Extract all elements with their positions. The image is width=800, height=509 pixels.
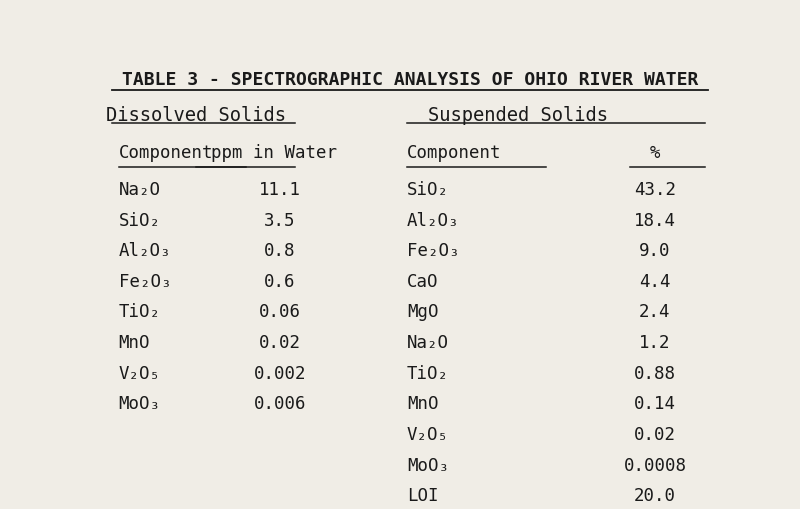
Text: Dissolved Solids: Dissolved Solids	[106, 106, 286, 125]
Text: TABLE 3 - SPECTROGRAPHIC ANALYSIS OF OHIO RIVER WATER: TABLE 3 - SPECTROGRAPHIC ANALYSIS OF OHI…	[122, 71, 698, 89]
Text: 0.006: 0.006	[254, 394, 306, 413]
Text: 3.5: 3.5	[264, 211, 295, 229]
Text: V₂O₅: V₂O₅	[118, 364, 161, 382]
Text: 9.0: 9.0	[639, 242, 670, 260]
Text: 0.06: 0.06	[258, 303, 301, 321]
Text: 0.002: 0.002	[254, 364, 306, 382]
Text: 0.02: 0.02	[258, 333, 301, 351]
Text: Component: Component	[118, 144, 213, 161]
Text: 18.4: 18.4	[634, 211, 676, 229]
Text: 0.6: 0.6	[264, 272, 295, 290]
Text: Fe₂O₃: Fe₂O₃	[118, 272, 171, 290]
Text: MnO: MnO	[118, 333, 150, 351]
Text: 0.8: 0.8	[264, 242, 295, 260]
Text: 1.2: 1.2	[639, 333, 670, 351]
Text: V₂O₅: V₂O₅	[407, 425, 449, 443]
Text: Component: Component	[407, 144, 502, 161]
Text: MoO₃: MoO₃	[118, 394, 161, 413]
Text: 11.1: 11.1	[258, 181, 301, 199]
Text: LOI: LOI	[407, 486, 438, 504]
Text: SiO₂: SiO₂	[407, 181, 449, 199]
Text: Fe₂O₃: Fe₂O₃	[407, 242, 459, 260]
Text: SiO₂: SiO₂	[118, 211, 161, 229]
Text: TiO₂: TiO₂	[118, 303, 161, 321]
Text: 2.4: 2.4	[639, 303, 670, 321]
Text: Al₂O₃: Al₂O₃	[407, 211, 459, 229]
Text: 43.2: 43.2	[634, 181, 676, 199]
Text: CaO: CaO	[407, 272, 438, 290]
Text: 4.4: 4.4	[639, 272, 670, 290]
Text: ppm in Water: ppm in Water	[210, 144, 337, 161]
Text: MgO: MgO	[407, 303, 438, 321]
Text: 0.0008: 0.0008	[623, 456, 686, 474]
Text: Al₂O₃: Al₂O₃	[118, 242, 171, 260]
Text: Suspended Solids: Suspended Solids	[429, 106, 609, 125]
Text: MoO₃: MoO₃	[407, 456, 449, 474]
Text: 0.02: 0.02	[634, 425, 676, 443]
Text: TiO₂: TiO₂	[407, 364, 449, 382]
Text: 0.88: 0.88	[634, 364, 676, 382]
Text: %: %	[650, 144, 660, 161]
Text: 20.0: 20.0	[634, 486, 676, 504]
Text: 0.14: 0.14	[634, 394, 676, 413]
Text: Na₂O: Na₂O	[407, 333, 449, 351]
Text: MnO: MnO	[407, 394, 438, 413]
Text: Na₂O: Na₂O	[118, 181, 161, 199]
